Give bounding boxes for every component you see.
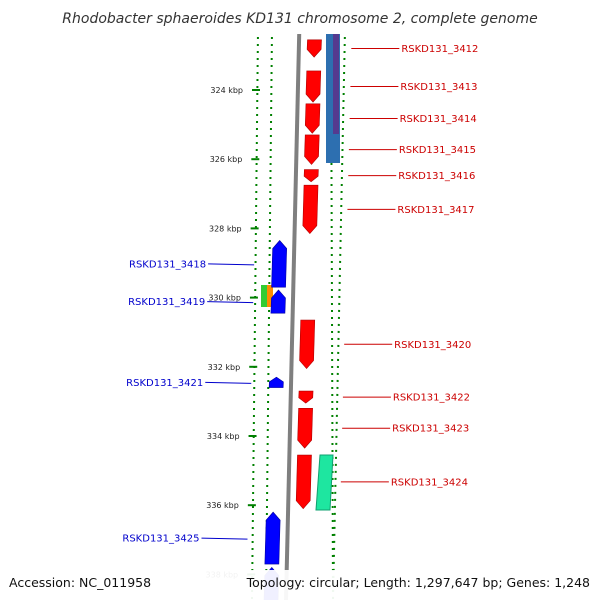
gene-arrow-RSKD131_3419 bbox=[270, 289, 286, 314]
genome-summary-text: Topology: circular; Length: 1,297,647 bp… bbox=[246, 575, 590, 590]
gene-label: RSKD131_3418 bbox=[129, 259, 206, 270]
gene-label: RSKD131_3424 bbox=[391, 477, 468, 488]
gene-arrow-RSKD131_3414 bbox=[304, 103, 321, 134]
gene-label: RSKD131_3417 bbox=[397, 205, 474, 216]
gene-leader-line bbox=[207, 301, 254, 304]
gene-label: RSKD131_3415 bbox=[399, 145, 476, 156]
gene-label: RSKD131_3414 bbox=[400, 114, 477, 125]
tick-label: 336 kbp bbox=[206, 501, 239, 510]
tick-label: 328 kbp bbox=[209, 224, 242, 233]
gene-arrow-RSKD131_3417 bbox=[302, 184, 319, 235]
purple-feature-bar bbox=[333, 34, 339, 134]
gene-label: RSKD131_3425 bbox=[122, 534, 199, 545]
gene-arrow-RSKD131_3420 bbox=[299, 319, 316, 369]
gene-arrow-RSKD131_3424 bbox=[295, 454, 312, 510]
gene-label: RSKD131_3420 bbox=[394, 340, 471, 351]
gene-arrow-RSKD131_3421 bbox=[268, 376, 284, 388]
gene-arrow-RSKD131_3415 bbox=[304, 134, 320, 165]
tick-label: 332 kbp bbox=[208, 363, 241, 372]
gene-arrow-RSKD131_3423 bbox=[297, 408, 313, 449]
gene-label: RSKD131_3412 bbox=[401, 44, 478, 55]
gene-arrow-RSKD131_3413 bbox=[305, 70, 322, 103]
green-feature-bar bbox=[261, 285, 267, 307]
dotted-track-left-outer bbox=[251, 29, 259, 600]
gene-leader-line bbox=[205, 381, 252, 384]
teal-feature-bar bbox=[315, 454, 334, 511]
gene-label: RSKD131_3423 bbox=[392, 424, 469, 435]
tick-label: 334 kbp bbox=[207, 432, 240, 441]
gene-leader-line bbox=[208, 263, 255, 266]
gene-leader-line bbox=[201, 537, 248, 540]
gene-label: RSKD131_3416 bbox=[398, 171, 475, 182]
gene-arrow-RSKD131_3418 bbox=[271, 240, 287, 288]
map-title: Rhodobacter sphaeroides KD131 chromosome… bbox=[62, 11, 537, 27]
footer-band bbox=[0, 570, 600, 600]
label-layer: RSKD131_3412 RSKD131_3413 RSKD131_3414 RSKD… bbox=[122, 44, 478, 545]
feature-layer bbox=[261, 30, 340, 511]
gene-arrow-RSKD131_3416 bbox=[303, 169, 319, 183]
gene-label: RSKD131_3419 bbox=[128, 297, 205, 308]
gene-arrow-RSKD131_3422 bbox=[298, 390, 314, 404]
gene-layer bbox=[263, 39, 322, 600]
gene-arrow-RSKD131_3425 bbox=[264, 511, 281, 565]
tick-layer: 324 kbp 326 kbp 328 kbp 330 kbp 332 kbp 334 k… bbox=[206, 86, 260, 579]
tick-label: 326 kbp bbox=[210, 155, 243, 164]
title-band bbox=[0, 0, 600, 34]
accession-text: Accession: NC_011958 bbox=[9, 575, 151, 590]
gene-label: RSKD131_3421 bbox=[126, 378, 203, 389]
backbone-layer bbox=[284, 0, 302, 600]
gene-label: RSKD131_3422 bbox=[393, 393, 470, 404]
tick-label: 330 kbp bbox=[208, 294, 241, 303]
gene-arrow-RSKD131_3412 bbox=[306, 39, 322, 58]
tick-label: 324 kbp bbox=[210, 86, 243, 95]
gene-label: RSKD131_3413 bbox=[400, 82, 477, 93]
orange-feature-bar bbox=[267, 285, 273, 307]
backbone-line bbox=[284, 0, 302, 600]
